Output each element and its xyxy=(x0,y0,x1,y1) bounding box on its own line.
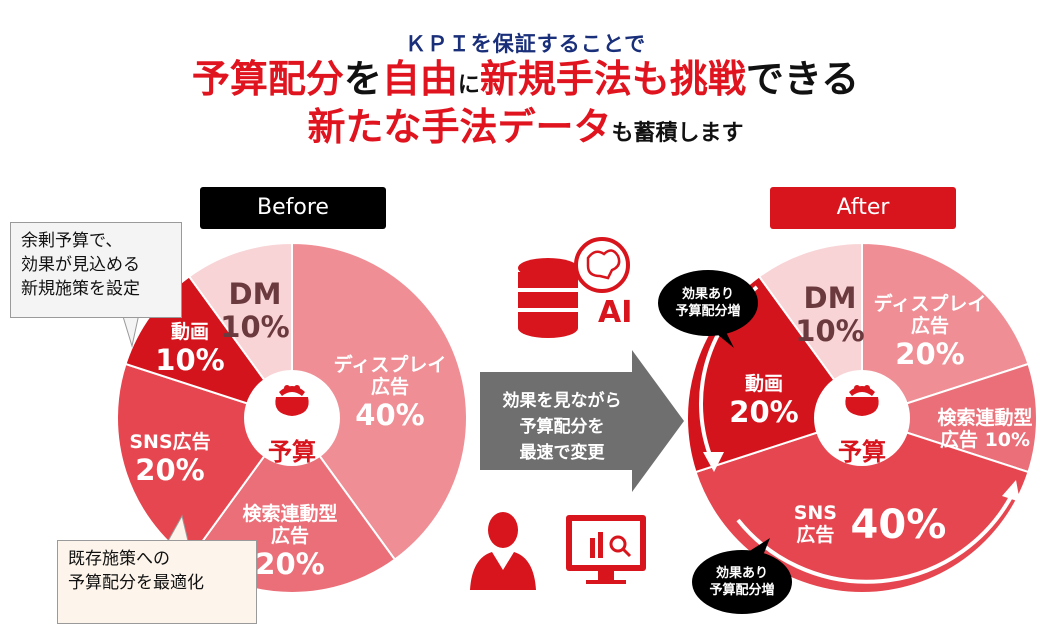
before-label: Before xyxy=(200,187,386,229)
header-headline-2: 新たな手法データも蓄積します xyxy=(0,104,1051,157)
before-slice-sns: SNS広告 20% xyxy=(129,431,211,487)
after-slice-sns: SNS 広告 40% xyxy=(793,502,947,548)
headline-accumulate: も蓄積します xyxy=(611,121,744,146)
headline-new-methods: 新規手法も挑戦 xyxy=(479,57,746,101)
header-subtitle: ＫＰＩを保証することで xyxy=(404,32,647,56)
after-slice-1 xyxy=(858,362,1038,474)
bubble-bottom-text: 効果あり 予算配分増 xyxy=(709,566,775,598)
before-center-label: 予算 xyxy=(268,438,316,466)
database-icon xyxy=(518,258,578,338)
after-slice-dm: DM 10% xyxy=(795,281,865,349)
bubble-top xyxy=(658,270,758,348)
before-slice-dm: DM 10% xyxy=(220,277,290,345)
monitor-chart-icon xyxy=(566,515,646,584)
process-arrow-text: 効果を見ながら 予算配分を 最速で変更 xyxy=(502,391,622,463)
after-slice-0 xyxy=(861,241,1030,420)
headline-can: できる xyxy=(745,57,860,101)
after-slice-video: 動画 20% xyxy=(729,373,799,429)
arrow-head-bottom xyxy=(1002,480,1020,502)
after-center-label: 予算 xyxy=(838,438,886,466)
after-slice-search: 検索連動型 広告 10% xyxy=(937,407,1033,451)
after-slice-display: ディスプレイ 広告 20% xyxy=(873,293,987,371)
bubble-bottom xyxy=(692,538,792,614)
process-arrow xyxy=(480,350,684,492)
arrow-curve-bottom xyxy=(736,494,1014,584)
headline-particle-ni: に xyxy=(457,73,480,98)
arrow-head-top xyxy=(703,452,724,472)
headline-new-data: 新たな手法データ xyxy=(307,105,612,149)
before-slice-0 xyxy=(291,241,468,561)
brain-icon xyxy=(574,237,630,293)
before-center xyxy=(244,370,340,466)
callout-optimize: 既存施策への 予算配分を最適化 xyxy=(57,540,257,624)
headline-particle-wo: を xyxy=(343,57,382,101)
before-slice-video: 動画 10% xyxy=(155,321,225,377)
bubble-top-text: 効果あり 予算配分増 xyxy=(675,287,741,319)
purse-icon xyxy=(275,385,309,416)
callout-new-initiatives: 余剰予算で、 効果が見込める 新規施策を設定 xyxy=(10,222,182,318)
purse-icon xyxy=(845,385,879,416)
headline-free: 自由 xyxy=(381,57,458,101)
after-center xyxy=(814,370,910,466)
before-slice-search: 検索連動型 広告 20% xyxy=(242,503,338,581)
headline-budget: 予算配分 xyxy=(191,57,344,101)
ai-label: AI xyxy=(598,295,633,330)
before-slice-display: ディスプレイ 広告 40% xyxy=(333,354,447,432)
after-slice-4 xyxy=(757,241,863,422)
header-headline: 予算配分を自由に新規手法も挑戦できる xyxy=(0,56,1051,109)
person-icon xyxy=(470,512,536,590)
after-slice-2 xyxy=(694,416,1030,594)
after-label: After xyxy=(770,187,956,229)
before-slice-4 xyxy=(187,241,293,422)
